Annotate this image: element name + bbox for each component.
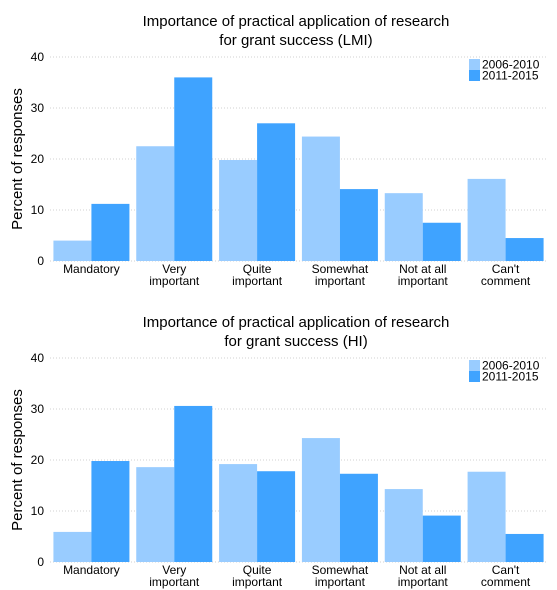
x-tick-label: Mandatory bbox=[63, 563, 120, 577]
y-tick-label: 30 bbox=[31, 101, 45, 115]
x-tick-label: important bbox=[232, 274, 283, 288]
bar-2006-2010-4 bbox=[384, 193, 423, 261]
x-tick-label: Not at all bbox=[399, 563, 446, 577]
bar-2011-2015-3 bbox=[339, 473, 378, 562]
x-tick-label: comment bbox=[481, 575, 531, 589]
y-tick-label: 0 bbox=[37, 254, 44, 268]
x-tick-label: Not at all bbox=[399, 262, 446, 276]
legend-swatch bbox=[469, 59, 480, 70]
legend-label: 2006-2010 bbox=[482, 58, 540, 72]
chart-panel-2: Importance of practical application of r… bbox=[9, 314, 547, 589]
bar-2006-2010-2 bbox=[219, 464, 258, 562]
x-tick-label: Can't bbox=[492, 262, 520, 276]
bar-2011-2015-4 bbox=[422, 222, 461, 261]
legend-label: 2011-2015 bbox=[482, 69, 539, 83]
y-tick-label: 10 bbox=[31, 504, 45, 518]
legend-swatch bbox=[469, 360, 480, 371]
x-tick-label: Can't bbox=[492, 563, 520, 577]
x-tick-label: important bbox=[315, 274, 366, 288]
chart-title-line: Importance of practical application of r… bbox=[143, 13, 450, 30]
bar-2011-2015-2 bbox=[257, 123, 296, 261]
legend-swatch bbox=[469, 70, 480, 81]
y-tick-label: 20 bbox=[31, 152, 45, 166]
x-tick-label: Very bbox=[162, 563, 186, 577]
x-tick-label: important bbox=[398, 575, 449, 589]
x-tick-label: Quite bbox=[243, 563, 272, 577]
y-axis-label: Percent of responses bbox=[9, 88, 26, 230]
bar-2006-2010-4 bbox=[384, 489, 423, 562]
x-tick-label: important bbox=[149, 575, 200, 589]
bar-2011-2015-2 bbox=[257, 471, 296, 562]
y-tick-label: 20 bbox=[31, 453, 45, 467]
chart-title-line: for grant success (LMI) bbox=[219, 32, 372, 49]
bar-2011-2015-0 bbox=[91, 203, 130, 261]
chart-title-line: for grant success (HI) bbox=[224, 333, 367, 350]
x-tick-label: Very bbox=[162, 262, 186, 276]
legend-label: 2011-2015 bbox=[482, 370, 539, 384]
bar-2006-2010-1 bbox=[136, 467, 175, 562]
y-tick-label: 0 bbox=[37, 555, 44, 569]
bar-2006-2010-0 bbox=[53, 240, 92, 261]
y-tick-label: 40 bbox=[31, 351, 45, 365]
bar-2011-2015-5 bbox=[505, 533, 544, 562]
y-axis-label: Percent of responses bbox=[9, 389, 26, 531]
chart-title-line: Importance of practical application of r… bbox=[143, 314, 450, 331]
x-tick-label: important bbox=[149, 274, 200, 288]
x-tick-label: Quite bbox=[243, 262, 272, 276]
legend-swatch bbox=[469, 371, 480, 382]
chart-panel-1: Importance of practical application of r… bbox=[9, 13, 547, 288]
legend-label: 2006-2010 bbox=[482, 359, 540, 373]
x-tick-label: comment bbox=[481, 274, 531, 288]
bar-2006-2010-1 bbox=[136, 146, 175, 261]
bar-2011-2015-4 bbox=[422, 515, 461, 562]
bar-2011-2015-0 bbox=[91, 461, 130, 562]
x-tick-label: Somewhat bbox=[312, 563, 369, 577]
bar-2006-2010-3 bbox=[301, 136, 340, 261]
x-tick-label: important bbox=[232, 575, 283, 589]
bar-2006-2010-0 bbox=[53, 531, 92, 562]
bar-2006-2010-5 bbox=[467, 178, 506, 261]
x-tick-label: important bbox=[315, 575, 366, 589]
bar-2011-2015-1 bbox=[174, 77, 213, 262]
bar-2011-2015-5 bbox=[505, 238, 544, 261]
x-tick-label: important bbox=[398, 274, 449, 288]
x-tick-label: Somewhat bbox=[312, 262, 369, 276]
y-tick-label: 40 bbox=[31, 50, 45, 64]
bar-2006-2010-5 bbox=[467, 471, 506, 562]
bar-2006-2010-3 bbox=[301, 438, 340, 562]
bar-2011-2015-1 bbox=[174, 405, 213, 562]
x-tick-label: Mandatory bbox=[63, 262, 120, 276]
y-tick-label: 30 bbox=[31, 402, 45, 416]
bar-2006-2010-2 bbox=[219, 160, 258, 261]
y-tick-label: 10 bbox=[31, 203, 45, 217]
bar-2011-2015-3 bbox=[339, 189, 378, 261]
